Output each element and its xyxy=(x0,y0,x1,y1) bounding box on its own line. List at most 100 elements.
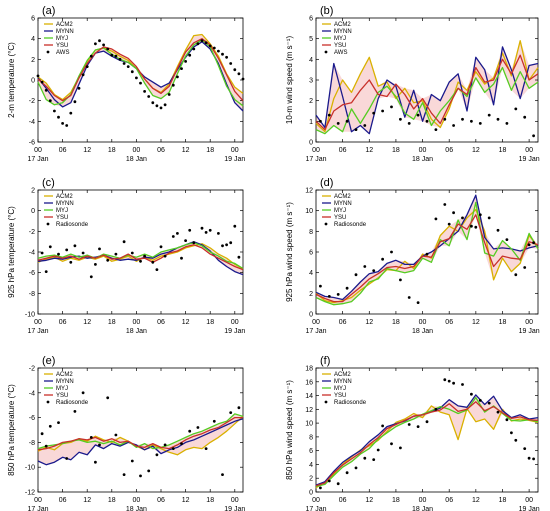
y-tick-label: 2 xyxy=(309,98,313,105)
plot-frame xyxy=(37,17,244,143)
obs-point xyxy=(496,117,500,121)
legend-label: Radiosonde xyxy=(334,222,367,228)
y-tick-label: 6 xyxy=(31,16,35,23)
obs-point xyxy=(225,243,229,247)
x-tick-label: 00 xyxy=(419,319,427,326)
legend-label: ACM2 xyxy=(56,22,73,28)
legend-marker-obs xyxy=(324,222,328,226)
obs-point xyxy=(163,254,167,258)
obs-point xyxy=(48,424,52,428)
obs-point xyxy=(407,122,411,125)
panel-letter: (f) xyxy=(320,355,330,367)
series-line-myj xyxy=(37,242,244,270)
y-tick-label: 1 xyxy=(309,119,313,126)
obs-point xyxy=(416,301,420,304)
obs-point xyxy=(122,62,126,65)
obs-point xyxy=(53,109,56,113)
obs-point xyxy=(65,124,69,127)
legend-label: MYJ xyxy=(56,36,68,42)
x-date-label: 19 Jan xyxy=(224,506,245,511)
obs-point xyxy=(523,447,527,450)
x-tick-label: 18 xyxy=(499,319,507,326)
obs-point xyxy=(327,479,331,483)
obs-point xyxy=(81,251,85,255)
obs-point xyxy=(217,232,220,235)
x-tick-label: 18 xyxy=(499,147,507,154)
series-line-ysu xyxy=(37,244,244,271)
legend-label: MYNN xyxy=(334,29,352,35)
series-line-acm2 xyxy=(37,33,244,101)
obs-point xyxy=(505,418,509,422)
y-tick-label: 12 xyxy=(305,407,313,414)
legend-marker-obs xyxy=(46,222,50,226)
obs-point xyxy=(354,128,358,132)
obs-point xyxy=(452,211,455,215)
legend-label: ACM2 xyxy=(56,372,73,378)
y-tick-label: 14 xyxy=(305,393,313,400)
obs-point xyxy=(487,401,491,405)
panel-letter: (b) xyxy=(320,5,333,17)
obs-point xyxy=(372,111,376,115)
x-tick-label: 06 xyxy=(339,147,347,154)
obs-point xyxy=(425,252,429,256)
obs-point xyxy=(425,119,429,123)
obs-point xyxy=(139,474,142,478)
x-date-label: 19 Jan xyxy=(224,328,245,335)
y-tick-label: 10 xyxy=(305,208,313,215)
legend-label: YSU xyxy=(56,393,68,399)
obs-point xyxy=(89,275,93,279)
obs-point xyxy=(196,42,200,46)
obs-point xyxy=(77,86,81,90)
obs-point xyxy=(434,217,438,221)
panel-letter: (e) xyxy=(42,355,55,367)
obs-point xyxy=(57,421,60,424)
y-tick-label: 6 xyxy=(309,16,313,23)
legend-label: Radiosonde xyxy=(56,400,89,406)
y-tick-label: -2 xyxy=(29,98,35,105)
y-tick-label: 8 xyxy=(309,229,313,236)
obs-point xyxy=(212,419,216,423)
y-tick-label: 0 xyxy=(31,78,35,85)
y-tick-label: 3 xyxy=(309,78,313,85)
obs-point xyxy=(200,39,204,43)
series-line-ysu xyxy=(315,54,539,131)
legend-label: ACM2 xyxy=(334,372,351,378)
y-tick-label: -6 xyxy=(29,415,35,422)
legend-label: AWS xyxy=(56,50,69,56)
y-tick-label: 2 xyxy=(31,57,35,64)
obs-point xyxy=(229,241,233,245)
panel-c: (c) -10 -8 -6 -4 -2 0 2 00 06 12 18 00 06 12 18 00 17 Jan… xyxy=(7,177,245,335)
y-tick-label: -2 xyxy=(29,366,35,373)
obs-point xyxy=(345,119,349,123)
obs-point xyxy=(523,266,527,269)
x-tick-label: 00 xyxy=(231,319,239,326)
obs-point xyxy=(167,93,171,96)
obs-point xyxy=(532,134,535,138)
x-tick-label: 06 xyxy=(59,319,67,326)
obs-point xyxy=(180,256,183,260)
obs-point xyxy=(180,67,183,70)
obs-point xyxy=(69,111,73,115)
x-tick-label: 12 xyxy=(365,147,373,154)
panel-f: (f) 0 2 4 6 8 10 12 14 16 18 00 06 12 18 00 06 12 18 00 17 J… xyxy=(285,355,540,511)
obs-point xyxy=(98,443,101,447)
obs-point xyxy=(85,65,89,68)
obs-point xyxy=(416,425,420,428)
obs-point xyxy=(151,260,155,264)
y-tick-label: -12 xyxy=(25,490,35,497)
obs-point xyxy=(200,226,204,230)
obs-point xyxy=(192,47,196,51)
obs-point xyxy=(372,269,376,272)
x-tick-label: 00 xyxy=(525,147,533,154)
x-tick-label: 00 xyxy=(34,319,42,326)
x-tick-label: 00 xyxy=(312,147,320,154)
x-tick-label: 12 xyxy=(365,319,373,326)
obs-point xyxy=(514,107,518,111)
obs-point xyxy=(143,90,147,93)
obs-point xyxy=(461,383,464,386)
x-tick-label: 06 xyxy=(445,147,453,154)
legend-label: ACM2 xyxy=(56,194,73,200)
legend-label: MYNN xyxy=(56,379,74,385)
